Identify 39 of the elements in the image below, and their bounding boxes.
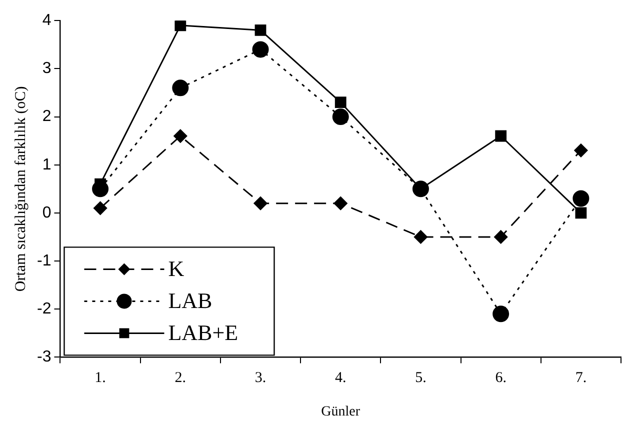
point [572, 190, 590, 207]
y-tick-label: -2 [36, 300, 52, 318]
point [92, 180, 109, 198]
point [254, 196, 268, 210]
point [94, 201, 108, 215]
point [254, 24, 266, 36]
y-tick-label: -3 [36, 348, 52, 366]
legend-label: LAB+E [168, 320, 238, 345]
y-tick-label: -1 [36, 252, 52, 270]
legend-label: LAB [168, 288, 212, 313]
y-tick-label: 3 [42, 60, 52, 78]
point [252, 41, 269, 58]
x-tick-label: 2. [174, 370, 186, 386]
point [172, 80, 189, 96]
x-axis-title: Günler [321, 404, 360, 420]
point [492, 306, 510, 322]
x-tick-label: 7. [575, 370, 587, 386]
point [332, 108, 349, 126]
x-tick-label: 6. [495, 370, 506, 386]
point [174, 129, 188, 143]
y-tick-label: 4 [42, 12, 52, 30]
y-tick-label: 2 [42, 108, 52, 126]
point [575, 207, 587, 219]
point [574, 144, 588, 158]
point [334, 96, 346, 108]
legend-label: K [168, 256, 184, 281]
x-tick-label: 1. [94, 370, 106, 386]
x-tick-label: 4. [334, 370, 346, 386]
point [174, 20, 186, 32]
point [414, 230, 428, 244]
x-tick-label: 5. [415, 370, 426, 386]
point [494, 230, 508, 244]
point [334, 196, 348, 210]
y-axis-title: Ortam sıcaklığından farklılık (oC) [12, 86, 29, 292]
x-tick-label: 3. [254, 370, 266, 386]
y-tick-label: 1 [42, 156, 52, 174]
point [495, 130, 507, 142]
point [412, 180, 429, 198]
y-tick-label: 0 [42, 204, 52, 222]
